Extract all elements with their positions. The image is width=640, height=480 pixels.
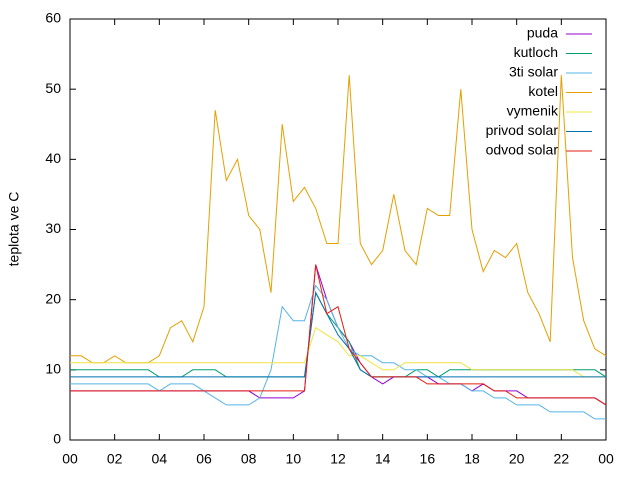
- series-line: [70, 75, 607, 364]
- x-tick-label: 00: [62, 451, 78, 467]
- legend-label: kutloch: [514, 44, 558, 60]
- legend-label: 3ti solar: [509, 64, 558, 80]
- y-tick-label: 50: [45, 80, 61, 96]
- x-tick-label: 08: [241, 451, 257, 467]
- legend-label: privod solar: [486, 122, 559, 138]
- x-tick-label: 14: [375, 451, 391, 467]
- x-tick-label: 16: [420, 451, 436, 467]
- series-line: [70, 284, 606, 420]
- legend-label: kotel: [528, 83, 558, 99]
- x-tick-label: 20: [509, 451, 525, 467]
- series-line: [70, 264, 607, 406]
- x-tick-label: 22: [554, 451, 570, 467]
- x-tick-label: 04: [152, 451, 168, 467]
- x-tick-label: 00: [598, 451, 614, 467]
- y-tick-label: 40: [45, 150, 61, 166]
- y-tick-label: 60: [45, 10, 61, 26]
- legend-label: odvod solar: [486, 142, 559, 158]
- y-tick-label: 20: [45, 290, 61, 306]
- y-tick-label: 30: [45, 220, 61, 236]
- x-tick-label: 10: [286, 451, 302, 467]
- y-tick-label: 10: [45, 361, 61, 377]
- x-tick-label: 06: [196, 451, 212, 467]
- legend-label: puda: [527, 25, 558, 41]
- x-tick-label: 02: [107, 451, 123, 467]
- series-line: [70, 290, 606, 378]
- y-axis-label: teplota ve C: [6, 192, 22, 267]
- legend-label: vymenik: [507, 103, 559, 119]
- y-tick-label: 0: [53, 431, 61, 447]
- x-tick-label: 12: [330, 451, 346, 467]
- series-line: [70, 326, 606, 378]
- x-tick-label: 18: [464, 451, 480, 467]
